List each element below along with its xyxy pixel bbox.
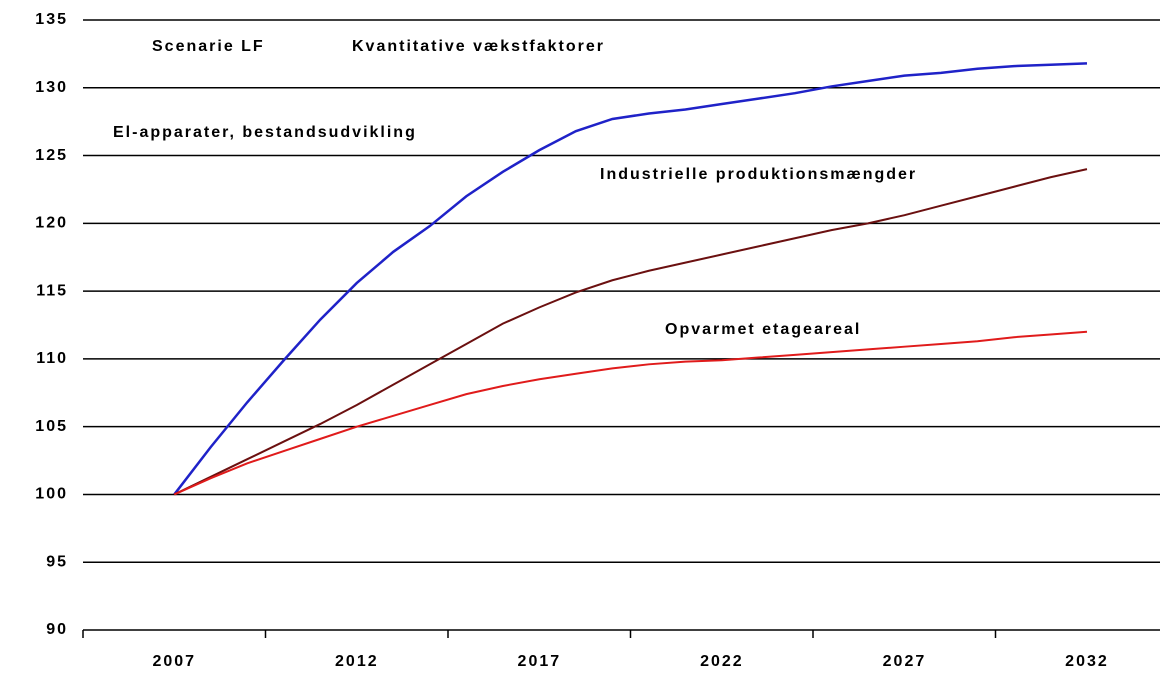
y-tick-label: 105 xyxy=(35,418,68,435)
x-tick-label: 2017 xyxy=(518,653,562,670)
chart-subtitle: Kvantitative vækstfaktorer xyxy=(352,38,605,55)
y-tick-label: 130 xyxy=(35,79,68,96)
x-tick-label: 2007 xyxy=(152,653,196,670)
x-tick-label: 2012 xyxy=(335,653,379,670)
series-label: Industrielle produktionsmængder xyxy=(600,166,917,183)
series-label: El-apparater, bestandsudvikling xyxy=(113,124,417,141)
y-tick-label: 110 xyxy=(36,350,68,367)
y-tick-label: 100 xyxy=(35,486,68,503)
y-tick-label: 90 xyxy=(46,621,68,638)
line-series xyxy=(173,168,1088,496)
chart-title: Scenarie LF xyxy=(152,38,265,55)
x-tick-label: 2032 xyxy=(1065,653,1109,670)
y-tick-label: 120 xyxy=(35,215,68,232)
line-series xyxy=(173,330,1088,496)
x-tick-label: 2027 xyxy=(883,653,927,670)
y-tick-label: 125 xyxy=(35,147,68,164)
y-tick-label: 115 xyxy=(36,282,68,299)
x-tick-label: 2022 xyxy=(700,653,744,670)
y-tick-label: 135 xyxy=(35,11,68,28)
line-series xyxy=(173,62,1088,496)
series-label: Opvarmet etageareal xyxy=(665,321,861,338)
y-tick-label: 95 xyxy=(46,553,68,570)
